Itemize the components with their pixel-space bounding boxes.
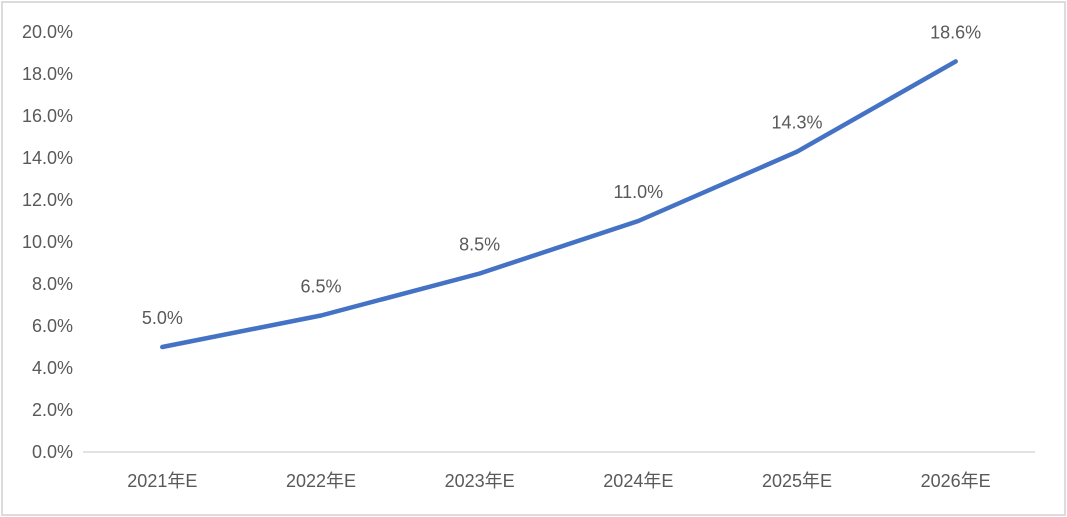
y-axis-tick-label: 18.0% — [22, 64, 73, 84]
series-line — [160, 59, 958, 350]
y-axis-tick-label: 0.0% — [32, 442, 73, 462]
y-axis-tick-label: 14.0% — [22, 148, 73, 168]
x-axis-tick-label: 2024年E — [603, 471, 673, 491]
x-axis-tick-label: 2023年E — [445, 471, 515, 491]
data-point-label: 8.5% — [459, 235, 500, 255]
y-axis-tick-label: 4.0% — [32, 358, 73, 378]
y-axis-tick-label: 2.0% — [32, 400, 73, 420]
data-point-label: 18.6% — [930, 22, 981, 42]
y-axis-tick-label: 20.0% — [22, 22, 73, 42]
data-point-label: 6.5% — [300, 277, 341, 297]
y-axis-tick-label: 8.0% — [32, 274, 73, 294]
y-axis-tick-label: 12.0% — [22, 190, 73, 210]
x-axis-tick-label: 2025年E — [762, 471, 832, 491]
y-axis-tick-label: 10.0% — [22, 232, 73, 252]
data-point-label: 5.0% — [142, 308, 183, 328]
x-axis-tick-label: 2026年E — [921, 471, 991, 491]
y-axis-tick-label: 6.0% — [32, 316, 73, 336]
x-axis-tick-label: 2022年E — [286, 471, 356, 491]
x-axis-tick-label: 2021年E — [127, 471, 197, 491]
y-axis-tick-label: 16.0% — [22, 106, 73, 126]
data-point-label: 11.0% — [613, 182, 663, 202]
data-point-label: 14.3% — [771, 113, 822, 133]
